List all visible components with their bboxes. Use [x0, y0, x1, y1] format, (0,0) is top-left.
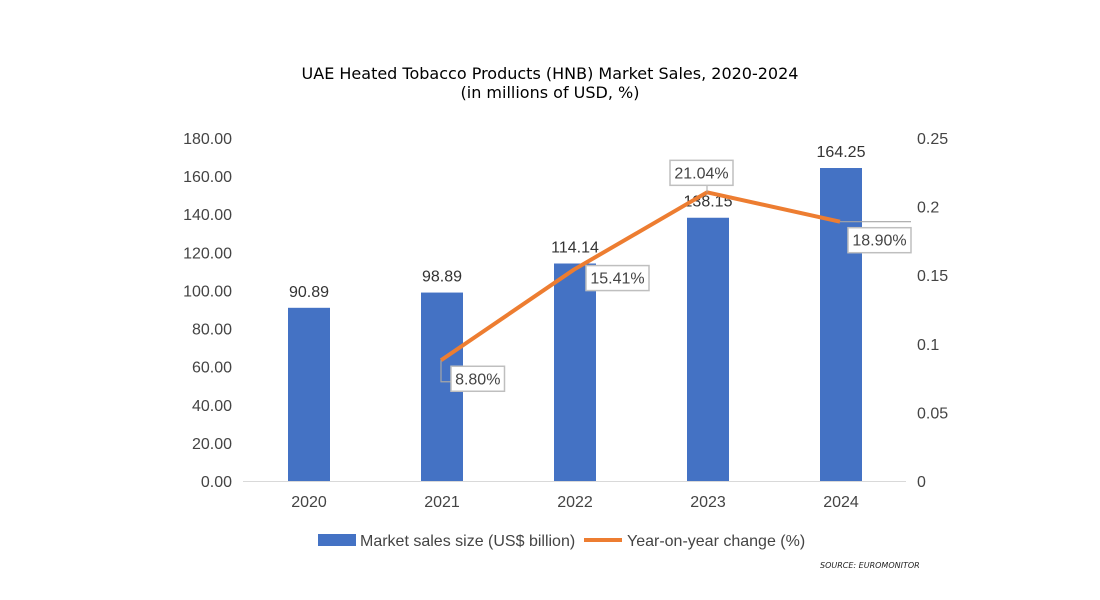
bar-data-label: 164.25: [817, 144, 866, 161]
x-tick-label: 2024: [823, 494, 859, 511]
x-tick-label: 2021: [424, 494, 460, 511]
line-data-label: 8.80%: [455, 371, 500, 388]
x-tick-label: 2020: [291, 494, 327, 511]
bar: [288, 307, 330, 481]
bar-data-label: 90.89: [289, 284, 329, 301]
legend-line-label: Year-on-year change (%): [627, 533, 805, 550]
y-right-tick-label: 0.1: [917, 337, 939, 354]
y-left-tick-label: 120.00: [183, 245, 232, 262]
bar-data-label: 114.14: [551, 239, 599, 256]
line-data-label: 18.90%: [852, 233, 906, 250]
y-left-tick-label: 80.00: [192, 322, 232, 339]
bar-data-label: 98.89: [422, 269, 462, 286]
y-left-tick-label: 100.00: [183, 283, 232, 300]
y-left-tick-label: 40.00: [192, 398, 232, 415]
y-left-tick-label: 20.00: [192, 436, 232, 453]
chart-title: UAE Heated Tobacco Products (HNB) Market…: [301, 64, 799, 83]
line-data-label-box: [585, 264, 650, 292]
bar: [820, 168, 862, 481]
y-left-tick-label: 140.00: [183, 207, 232, 224]
line-data-label-box: [450, 365, 506, 393]
line-data-label: 21.04%: [674, 165, 728, 182]
y-right-tick-label: 0.15: [917, 268, 948, 285]
line-series: [439, 190, 841, 362]
line-data-label-box: [847, 226, 912, 254]
y-left-tick-label: 0.00: [201, 474, 232, 491]
legend-bar-swatch: [318, 534, 356, 546]
y-left-tick-label: 180.00: [183, 131, 232, 148]
legend-bar-label: Market sales size (US$ billion): [360, 533, 575, 550]
y-left-tick-label: 60.00: [192, 360, 232, 377]
y-left-tick-label: 160.00: [183, 169, 232, 186]
y-right-tick-label: 0.2: [917, 200, 939, 217]
y-right-tick-label: 0.05: [917, 405, 948, 422]
source-note: SOURCE: EUROMONITOR: [820, 561, 920, 570]
x-tick-label: 2022: [557, 494, 593, 511]
line-data-label-box: [669, 159, 734, 187]
leader-line: [440, 360, 451, 383]
line-data-label: 15.41%: [590, 271, 644, 288]
chart-subtitle: (in millions of USD, %): [460, 83, 640, 102]
bar: [554, 263, 596, 481]
bar: [687, 217, 729, 481]
y-right-tick-label: 0.25: [917, 131, 948, 148]
y-right-tick-label: 0: [917, 474, 926, 491]
x-tick-label: 2023: [690, 494, 726, 511]
